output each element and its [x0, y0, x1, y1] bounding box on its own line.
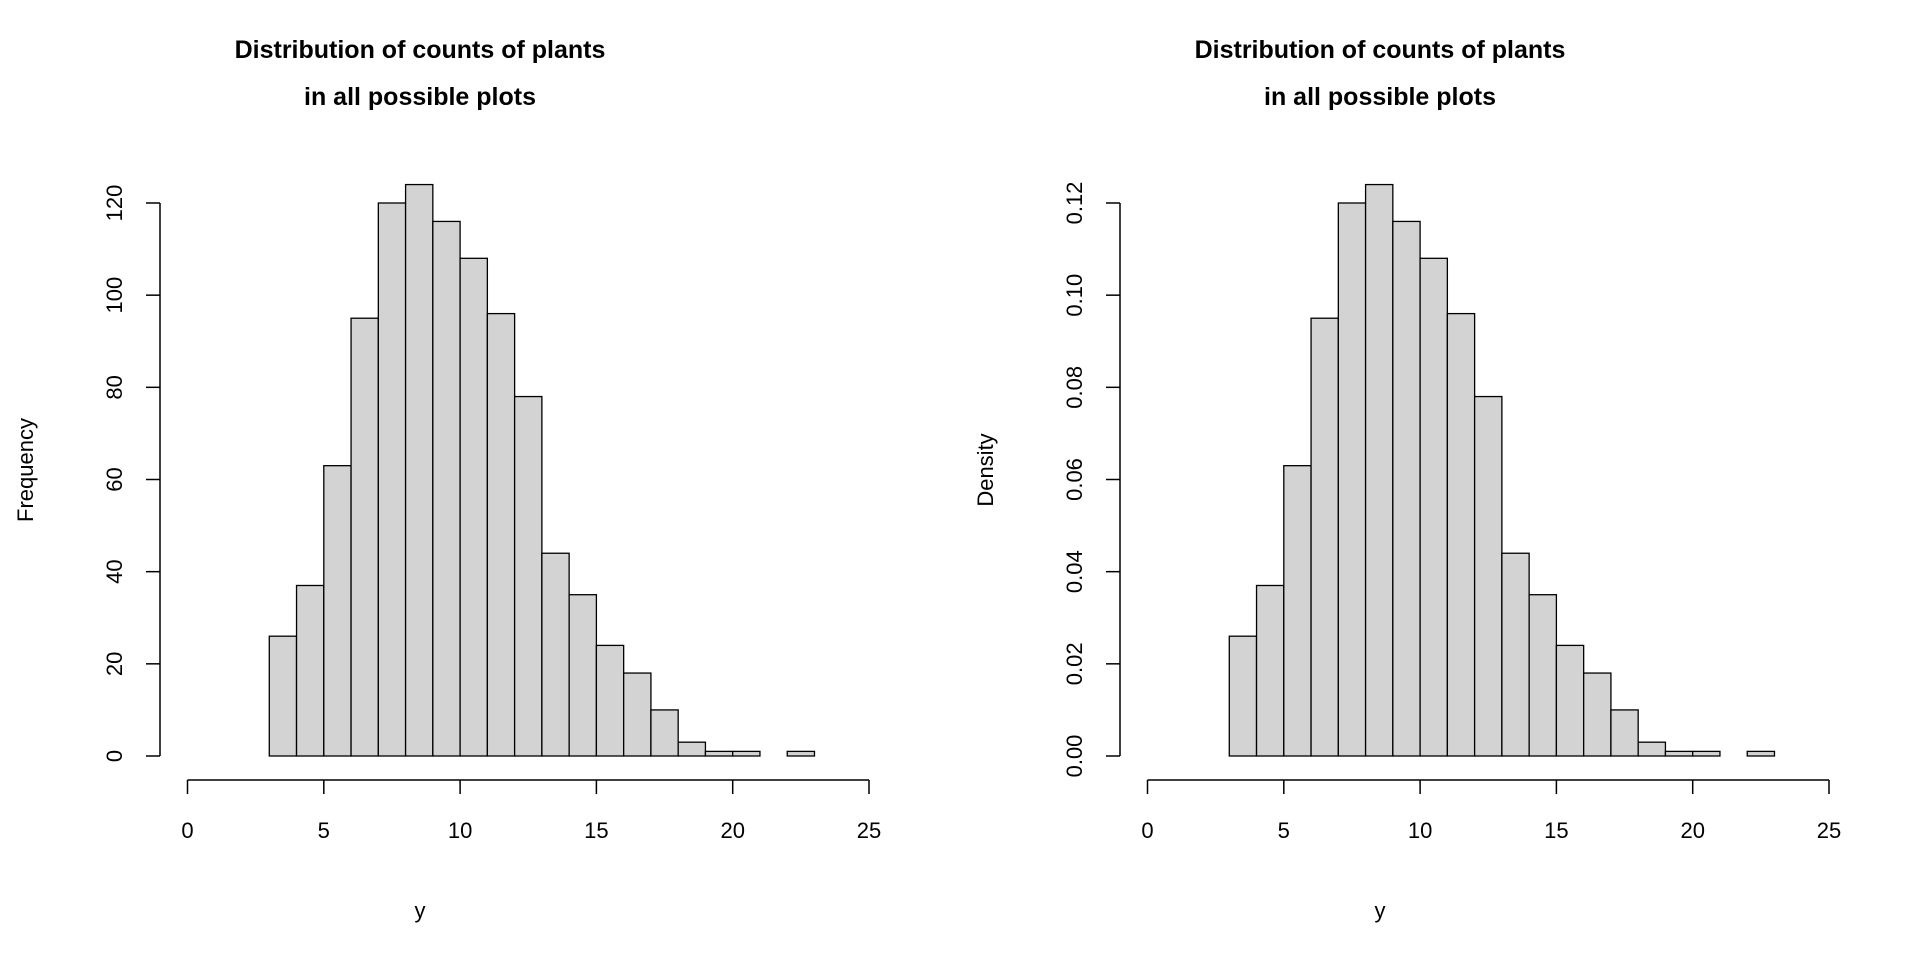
- histogram-bar: [541, 552, 570, 757]
- histogram-bar: [377, 202, 407, 757]
- x-tick-label: 5: [1278, 818, 1290, 843]
- histogram-bar: [1446, 312, 1476, 757]
- histogram-bar: [1255, 584, 1285, 757]
- x-axis: 0 5 10 15 20 25: [181, 779, 881, 843]
- histogram-bar: [677, 741, 707, 757]
- y-axis-label: Frequency: [13, 418, 38, 522]
- x-tick-label: 0: [1141, 818, 1153, 843]
- histogram-bar: [732, 750, 761, 757]
- histogram-bar: [595, 644, 625, 757]
- histogram-bar: [1528, 594, 1558, 757]
- y-axis-label: Density: [973, 433, 998, 506]
- chart-title-line-1: Distribution of counts of plants: [1195, 36, 1566, 64]
- chart-title-line-1: Distribution of counts of plants: [235, 36, 606, 64]
- histogram-bar: [459, 257, 489, 757]
- chart-title-line-2: in all possible plots: [304, 83, 536, 111]
- y-tick-label: 20: [102, 652, 127, 676]
- x-axis: 0 5 10 15 20 25: [1141, 779, 1841, 843]
- histogram-bar: [295, 584, 325, 757]
- y-tick-label: 0.04: [1062, 550, 1087, 593]
- y-tick-label: 80: [102, 375, 127, 399]
- y-tick-label: 0.12: [1062, 182, 1087, 225]
- histogram-bar: [1310, 317, 1339, 757]
- y-tick-label: 40: [102, 559, 127, 583]
- x-tick-label: 15: [1544, 818, 1568, 843]
- y-tick-label: 0.08: [1062, 366, 1087, 409]
- histogram-bar: [650, 709, 679, 757]
- y-axis: 0.00 0.02 0.04 0.06 0.08 0.10 0.12: [1062, 182, 1121, 778]
- histogram-bar: [786, 750, 816, 757]
- y-tick-label: 0.06: [1062, 458, 1087, 501]
- density-histogram-panel: Distribution of counts of plants in all …: [960, 0, 1920, 960]
- y-tick-label: 0.00: [1062, 735, 1087, 778]
- histogram-bar: [1364, 183, 1394, 757]
- y-tick-label: 60: [102, 467, 127, 491]
- frequency-histogram-panel: Distribution of counts of plants in all …: [13, 36, 881, 923]
- y-tick-label: 0.02: [1062, 642, 1087, 685]
- histogram-bar: [1664, 750, 1694, 757]
- bars: [1228, 183, 1776, 757]
- x-tick-label: 20: [1680, 818, 1704, 843]
- histogram-bar: [404, 183, 434, 757]
- histogram-bar: [432, 220, 461, 757]
- histogram-bar: [1692, 750, 1721, 757]
- histogram-bar: [350, 317, 379, 757]
- x-tick-label: 10: [448, 818, 472, 843]
- histogram-bar: [1228, 635, 1258, 757]
- histogram-bar: [1283, 465, 1312, 757]
- histogram-bar: [268, 635, 298, 757]
- histogram-bar: [1501, 552, 1530, 757]
- x-tick-label: 15: [584, 818, 608, 843]
- x-tick-label: 20: [720, 818, 744, 843]
- histogram-bar: [1473, 395, 1503, 757]
- x-axis-label: y: [415, 898, 426, 923]
- histogram-bar: [1555, 644, 1585, 757]
- histogram-bar: [1583, 672, 1612, 757]
- x-tick-label: 10: [1408, 818, 1432, 843]
- histogram-bar: [323, 465, 352, 757]
- histogram-bar: [1392, 220, 1421, 757]
- histogram-bar: [1610, 709, 1639, 757]
- histogram-bar: [486, 312, 516, 757]
- y-tick-label: 120: [102, 185, 127, 222]
- x-axis-label: y: [1375, 898, 1386, 923]
- x-tick-label: 25: [1817, 818, 1841, 843]
- histogram-bar: [1419, 257, 1449, 757]
- y-tick-label: 0.10: [1062, 274, 1087, 317]
- x-tick-label: 0: [181, 818, 193, 843]
- frequency-histogram: Distribution of counts of plants in all …: [13, 36, 881, 923]
- histogram-bar: [1637, 741, 1667, 757]
- density-histogram: Distribution of counts of plants in all …: [973, 36, 1841, 923]
- y-axis: 0 20 40 60 80 100 120: [102, 185, 161, 762]
- histogram-bar: [704, 750, 734, 757]
- bars: [268, 183, 816, 757]
- histogram-bar: [1746, 750, 1776, 757]
- chart-title-line-2: in all possible plots: [1264, 83, 1496, 111]
- histogram-bar: [513, 395, 543, 757]
- y-tick-label: 100: [102, 277, 127, 314]
- y-tick-label: 0: [102, 750, 127, 762]
- histogram-bar: [623, 672, 652, 757]
- histogram-bar: [1337, 202, 1367, 757]
- histogram-bar: [568, 594, 598, 757]
- x-tick-label: 25: [857, 818, 881, 843]
- x-tick-label: 5: [318, 818, 330, 843]
